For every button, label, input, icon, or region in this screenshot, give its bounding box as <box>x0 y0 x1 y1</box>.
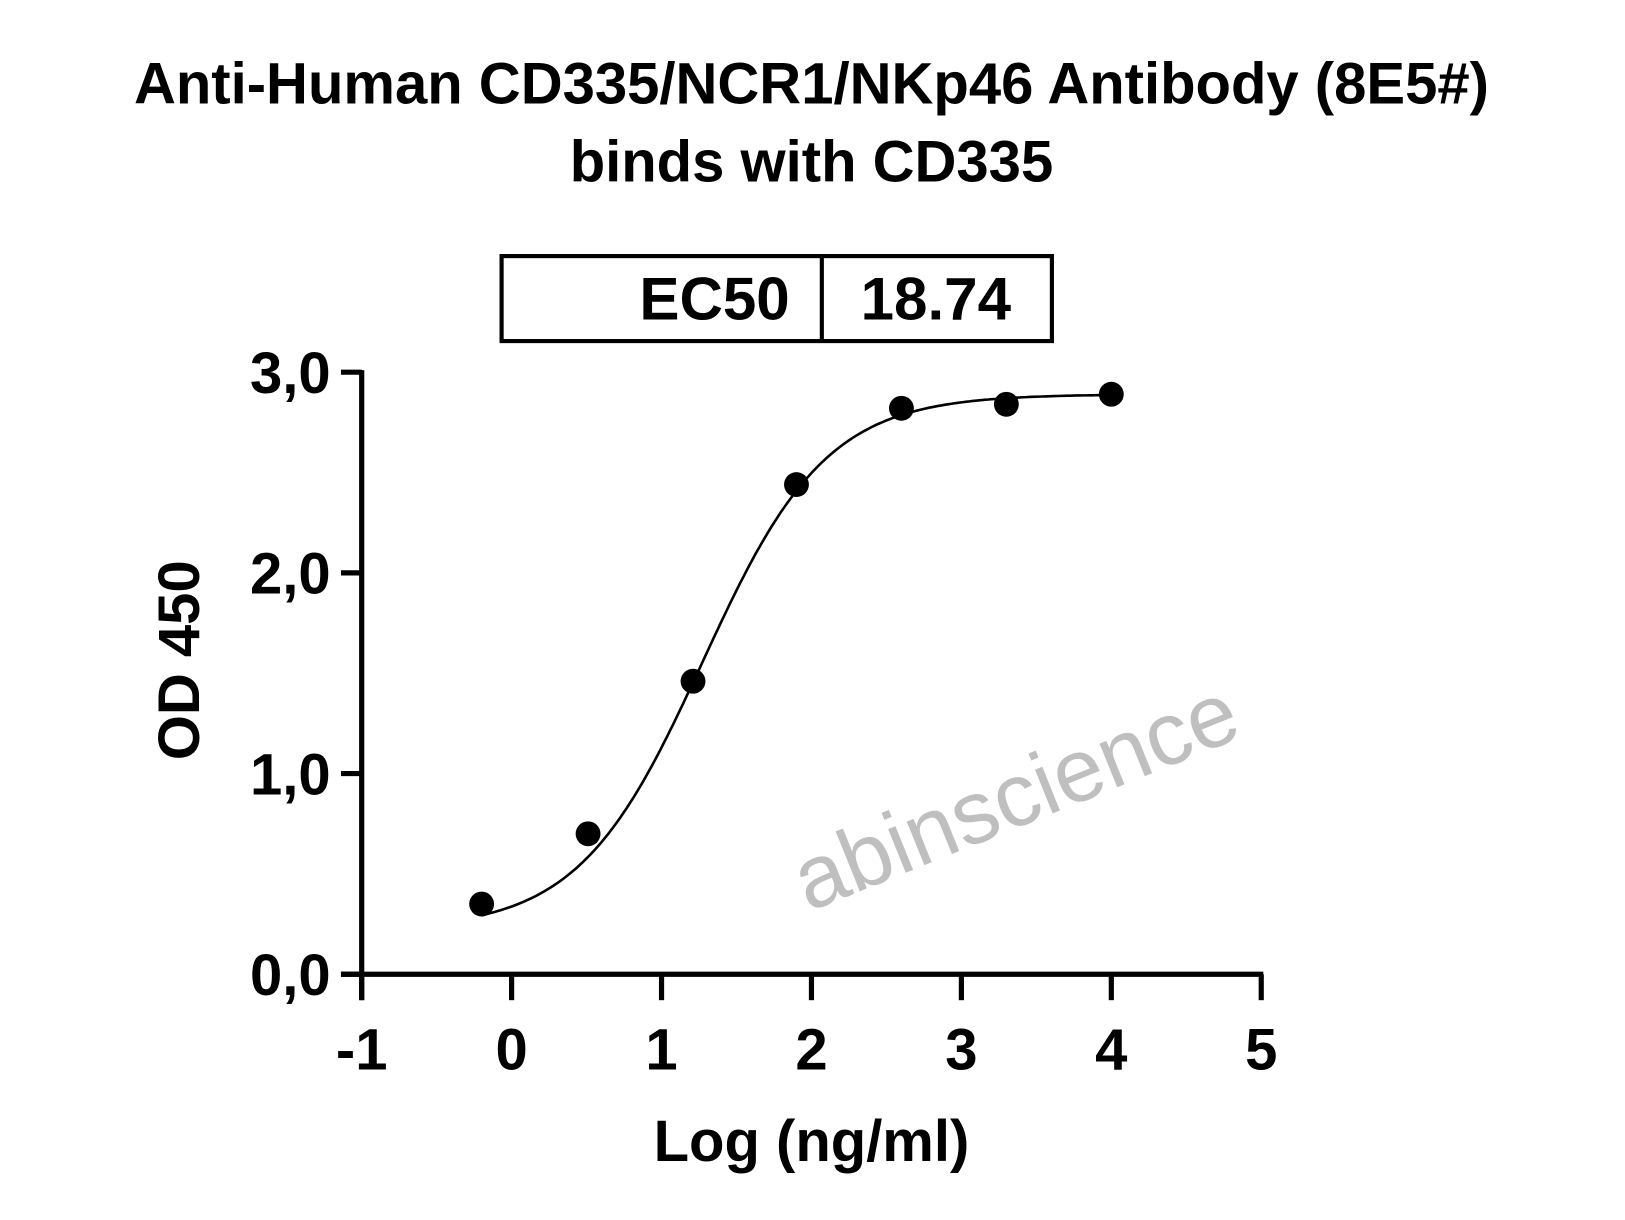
chart-title-line-1: Anti-Human CD335/NCR1/NKp46 Antibody (8E… <box>134 52 1489 117</box>
data-point <box>469 891 495 917</box>
ec50-table-border <box>499 254 1054 344</box>
data-point <box>680 668 706 694</box>
x-tick-label: 0 <box>495 1018 527 1083</box>
axes: -1 0 1 2 3 4 5 0,0 1,0 2,0 3,0 <box>250 341 1277 1083</box>
x-tick-label: 4 <box>1095 1018 1127 1083</box>
y-tick-label: 1,0 <box>250 742 331 807</box>
chart-title-line-2: binds with CD335 <box>570 129 1054 194</box>
ec50-label: EC50 <box>639 265 789 332</box>
x-tick-label: 5 <box>1245 1018 1277 1083</box>
y-tick-label: 2,0 <box>250 542 331 607</box>
data-point <box>575 821 601 847</box>
x-axis-label: Log (ng/ml) <box>654 1109 970 1174</box>
y-axis-label: OD 450 <box>147 560 212 760</box>
x-tick-label: 2 <box>795 1018 827 1083</box>
data-point <box>784 472 809 497</box>
y-tick-label: 0,0 <box>250 943 331 1008</box>
x-tick-label: 1 <box>645 1018 677 1083</box>
data-point <box>1098 381 1124 407</box>
ec50-value: 18.74 <box>861 265 1012 332</box>
x-tick-label: -1 <box>336 1018 388 1083</box>
ec50-table: EC50 18.74 <box>499 254 1054 344</box>
y-tick-label: 3,0 <box>250 341 331 406</box>
watermark-text: abinscience <box>778 661 1252 930</box>
data-points <box>469 381 1124 917</box>
data-point <box>993 391 1019 417</box>
watermark-layer: abinscience <box>778 661 1252 930</box>
x-tick-label: 3 <box>945 1018 977 1083</box>
data-point <box>888 395 914 421</box>
